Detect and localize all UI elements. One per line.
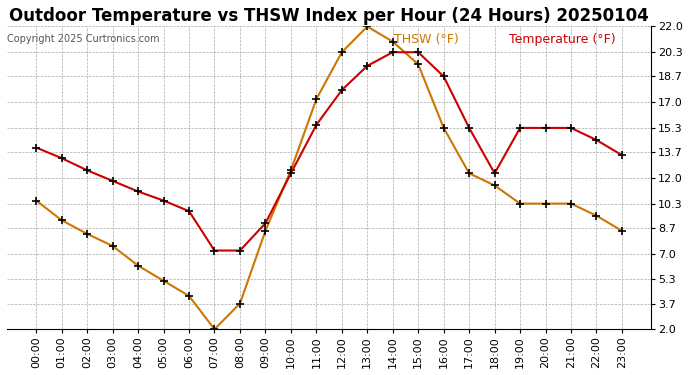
Text: THSW (°F): THSW (°F) [393, 33, 458, 45]
Text: Temperature (°F): Temperature (°F) [509, 33, 616, 45]
Text: Copyright 2025 Curtronics.com: Copyright 2025 Curtronics.com [7, 34, 159, 44]
Title: Outdoor Temperature vs THSW Index per Hour (24 Hours) 20250104: Outdoor Temperature vs THSW Index per Ho… [9, 7, 649, 25]
